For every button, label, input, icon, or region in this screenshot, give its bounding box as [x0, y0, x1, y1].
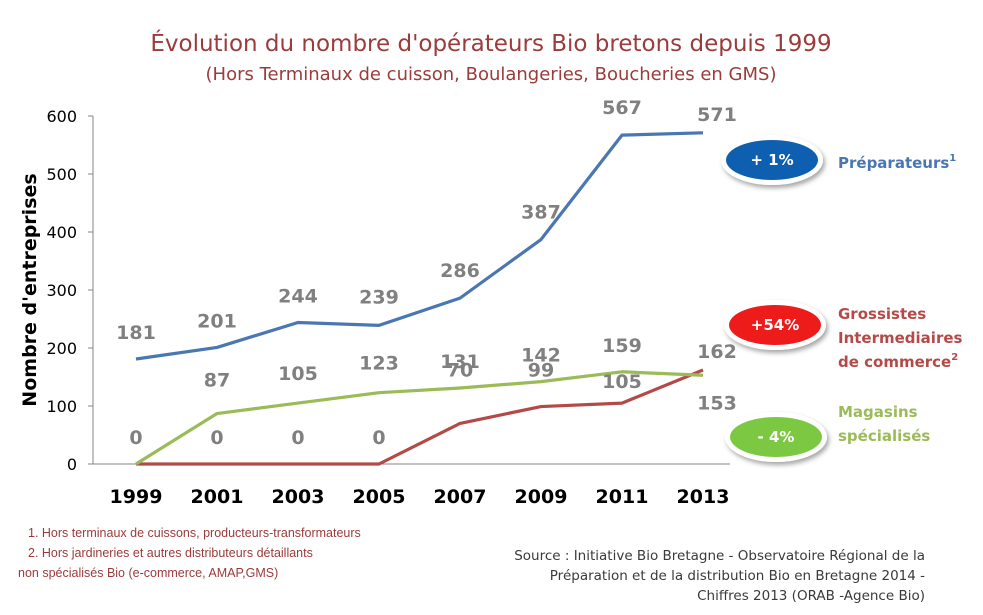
series-line-grossistes [136, 368, 704, 466]
data-label-preparateurs: 239 [359, 286, 399, 308]
x-tick-label: 2011 [596, 486, 649, 508]
data-label-grossistes: 99 [528, 360, 554, 382]
data-label-grossistes: 0 [129, 427, 142, 449]
data-label-preparateurs: 201 [197, 310, 237, 332]
data-label-magasins: 131 [440, 351, 480, 373]
axes: 0 100 200 300 400 500 600 1999 2001 2003 2005 2007 2… [46, 107, 730, 508]
badge-text: +54% [751, 316, 799, 334]
change-badge-grossistes: +54% [724, 300, 826, 350]
badge-text: + 1% [750, 151, 793, 169]
data-label-preparateurs: 567 [602, 97, 642, 119]
legend-entry-preparateurs: Préparateurs1 [838, 153, 956, 172]
data-label-magasins: 142 [521, 345, 561, 367]
y-tick-label: 0 [67, 455, 77, 474]
badges: + 1% +54% - 4% [721, 135, 827, 462]
series-lines [135, 131, 704, 466]
x-tick-label: 2003 [272, 486, 325, 508]
data-label-preparateurs: 244 [278, 285, 318, 307]
legend-entry-magasins: spécialisés [838, 427, 930, 445]
source-line-1: Source : Initiative Bio Bretagne - Obser… [514, 548, 925, 564]
data-label-preparateurs: 286 [440, 260, 480, 282]
y-tick-label: 200 [46, 339, 77, 358]
data-label-preparateurs: 387 [521, 202, 561, 224]
data-label-magasins: 159 [602, 335, 642, 357]
x-tick-label: 1999 [110, 486, 163, 508]
change-badge-magasins: - 4% [725, 412, 827, 462]
data-label-magasins: 105 [278, 363, 318, 385]
y-tick-label: 500 [46, 165, 77, 184]
data-label-magasins: 87 [204, 370, 230, 392]
source-line-3: Chiffres 2013 (ORAB -Agence Bio) [697, 588, 925, 604]
data-label-grossistes: 105 [602, 371, 642, 393]
series-line-magasins [135, 370, 704, 466]
x-tick-label: 2013 [677, 486, 730, 508]
footnote-2: 2. Hors jardineries et autres distribute… [28, 546, 313, 560]
source-note: Source : Initiative Bio Bretagne - Obser… [514, 546, 925, 606]
data-label-grossistes: 0 [291, 427, 304, 449]
change-badge-preparateurs: + 1% [721, 135, 823, 185]
data-label-grossistes: 0 [210, 427, 223, 449]
legend-entry-magasins: Magasins [838, 403, 918, 421]
y-tick-label: 600 [46, 107, 77, 126]
legend-entry-grossistes: de commerce2 [838, 352, 958, 371]
data-labels: 181 201 244 239 286 387 567 571 0 0 0 0 70 99 105 162 87… [116, 97, 737, 449]
x-tick-label: 2009 [515, 486, 568, 508]
footnote-3: non spécialisés Bio (e-commerce, AMAP,GM… [18, 566, 279, 580]
footnote-1: 1. Hors terminaux de cuissons, producteu… [28, 526, 361, 540]
legend-entry-grossistes: Intermediaires [838, 329, 963, 347]
x-tick-label: 2001 [191, 486, 244, 508]
data-label-grossistes: 0 [372, 427, 385, 449]
chart-title: Évolution du nombre d'opérateurs Bio bre… [150, 29, 831, 57]
data-label-magasins: 123 [359, 353, 399, 375]
source-line-2: Préparation et de la distribution Bio en… [549, 568, 925, 584]
chart-subtitle: (Hors Terminaux de cuisson, Boulangeries… [206, 64, 777, 85]
badge-text: - 4% [758, 428, 795, 446]
x-tick-label: 2007 [434, 486, 487, 508]
data-label-grossistes: 70 [447, 359, 473, 381]
x-tick-label: 2005 [353, 486, 406, 508]
data-label-preparateurs: 181 [116, 322, 156, 344]
y-tick-label: 100 [46, 397, 77, 416]
data-label-preparateurs: 571 [697, 104, 737, 126]
y-tick-label: 300 [46, 281, 77, 300]
y-axis-label: Nombre d'entreprises [19, 173, 41, 406]
legend: Préparateurs1 Grossistes Intermediaires de … [838, 153, 963, 445]
y-tick-label: 400 [46, 223, 77, 242]
series-line-preparateurs [135, 131, 704, 361]
legend-entry-grossistes: Grossistes [838, 305, 926, 323]
data-label-grossistes: 162 [697, 341, 737, 363]
data-label-magasins: 153 [697, 392, 737, 414]
